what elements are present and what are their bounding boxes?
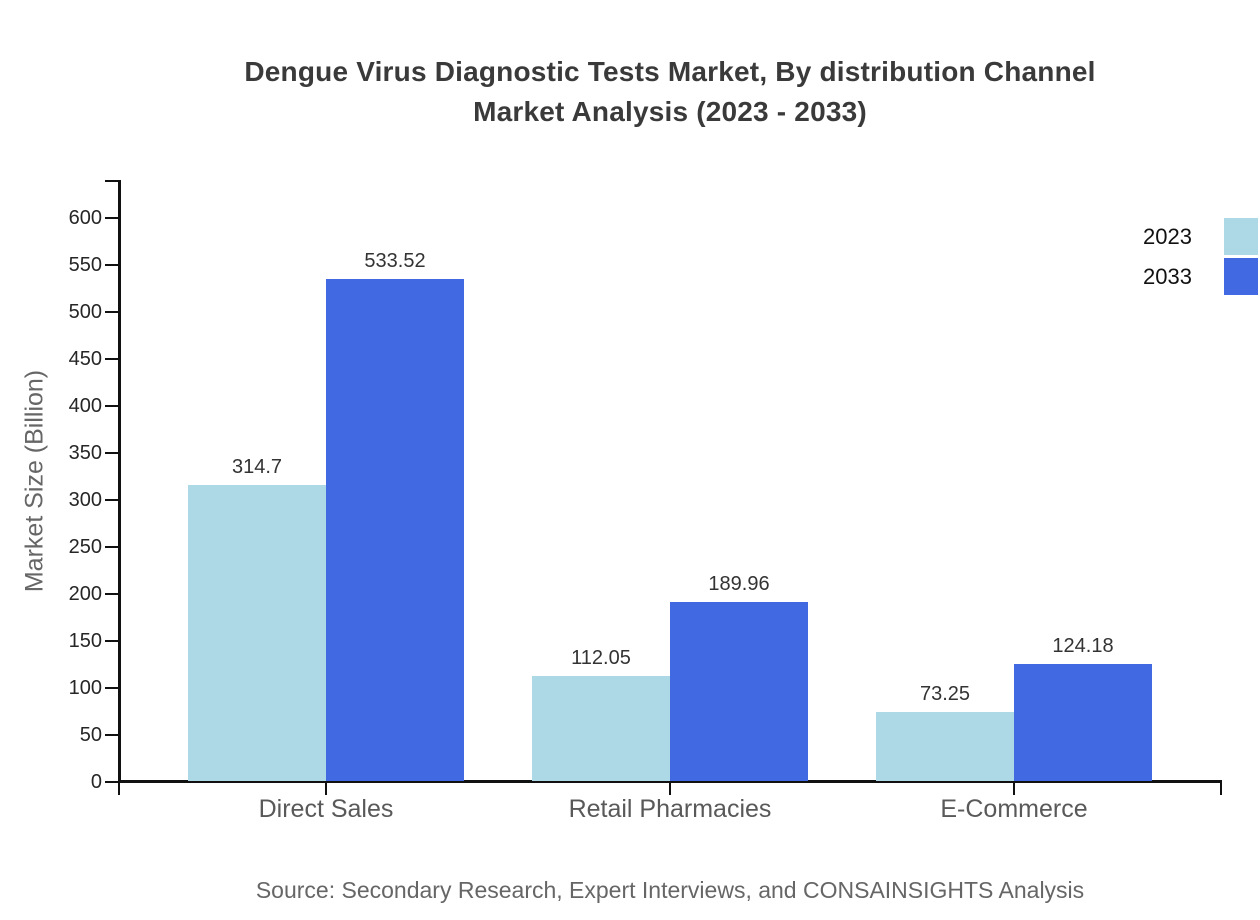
bar-value-label: 189.96 xyxy=(708,573,770,596)
bar-2023 xyxy=(532,675,670,781)
x-axis-category-label: E-Commerce xyxy=(940,795,1088,823)
y-tick-label: 0 xyxy=(90,771,102,793)
y-tick-label: 400 xyxy=(68,395,102,417)
y-tick-label: 250 xyxy=(68,536,102,558)
bar-value-label: 124.18 xyxy=(1052,635,1114,658)
bar-value-label: 112.05 xyxy=(571,646,631,669)
y-tick xyxy=(105,217,118,219)
y-axis-top-cap xyxy=(105,180,118,182)
legend-item: 2033 xyxy=(1143,258,1258,295)
y-tick xyxy=(105,546,118,548)
source-note: Source: Secondary Research, Expert Inter… xyxy=(255,877,1085,903)
x-axis-category-label: Retail Pharmacies xyxy=(568,795,772,823)
legend-swatch xyxy=(1224,218,1258,255)
bar-2033 xyxy=(1014,664,1152,781)
y-tick xyxy=(105,499,118,501)
y-tick xyxy=(105,593,118,595)
y-tick xyxy=(105,264,118,266)
bar-2023 xyxy=(188,485,326,781)
y-tick xyxy=(105,687,118,689)
y-tick-label: 350 xyxy=(68,442,102,464)
bar-2023 xyxy=(876,712,1014,781)
x-tick xyxy=(669,782,671,795)
y-tick-label: 450 xyxy=(68,348,102,370)
y-tick-label: 300 xyxy=(68,489,102,511)
y-tick xyxy=(105,781,118,783)
y-tick xyxy=(105,452,118,454)
x-axis-category-label: Direct Sales xyxy=(258,795,394,823)
chart-title-line1: Dengue Virus Diagnostic Tests Market, By… xyxy=(244,56,1096,87)
y-tick xyxy=(105,311,118,313)
y-tick-label: 200 xyxy=(68,583,102,605)
bar-value-label: 73.25 xyxy=(919,683,971,706)
legend-label: 2023 xyxy=(1143,223,1192,249)
y-tick-label: 550 xyxy=(68,254,102,276)
y-axis-title: Market Size (Billion) xyxy=(20,369,49,593)
y-tick-label: 500 xyxy=(68,301,102,323)
legend-item: 2023 xyxy=(1143,218,1258,255)
x-axis-line xyxy=(118,780,1222,783)
y-tick xyxy=(105,734,118,736)
y-tick xyxy=(105,358,118,360)
y-axis-line xyxy=(118,180,121,782)
legend: 2023 2033 xyxy=(1143,218,1258,298)
chart-title-line2: Market Analysis (2023 - 2033) xyxy=(473,96,867,127)
y-tick-label: 50 xyxy=(79,724,102,746)
x-axis-left-cap xyxy=(118,782,120,795)
chart-title: Dengue Virus Diagnostic Tests Market, By… xyxy=(118,52,1222,132)
bar-value-label: 314.7 xyxy=(231,456,283,479)
legend-swatch xyxy=(1224,258,1258,295)
y-tick xyxy=(105,405,118,407)
y-tick-label: 100 xyxy=(68,677,102,699)
y-tick-label: 600 xyxy=(68,207,102,229)
y-tick xyxy=(105,640,118,642)
y-tick-label: 150 xyxy=(68,630,102,652)
bar-2033 xyxy=(326,279,464,781)
plot-area: 0 50 100 150 200 250 300 350 400 450 500 550 600 Dire… xyxy=(69,180,1222,823)
x-tick xyxy=(325,782,327,795)
bar-2033 xyxy=(670,602,808,781)
x-tick xyxy=(1013,782,1015,795)
bar-value-label: 533.52 xyxy=(364,250,426,273)
legend-label: 2033 xyxy=(1143,263,1192,289)
x-axis-right-cap xyxy=(1220,782,1222,795)
